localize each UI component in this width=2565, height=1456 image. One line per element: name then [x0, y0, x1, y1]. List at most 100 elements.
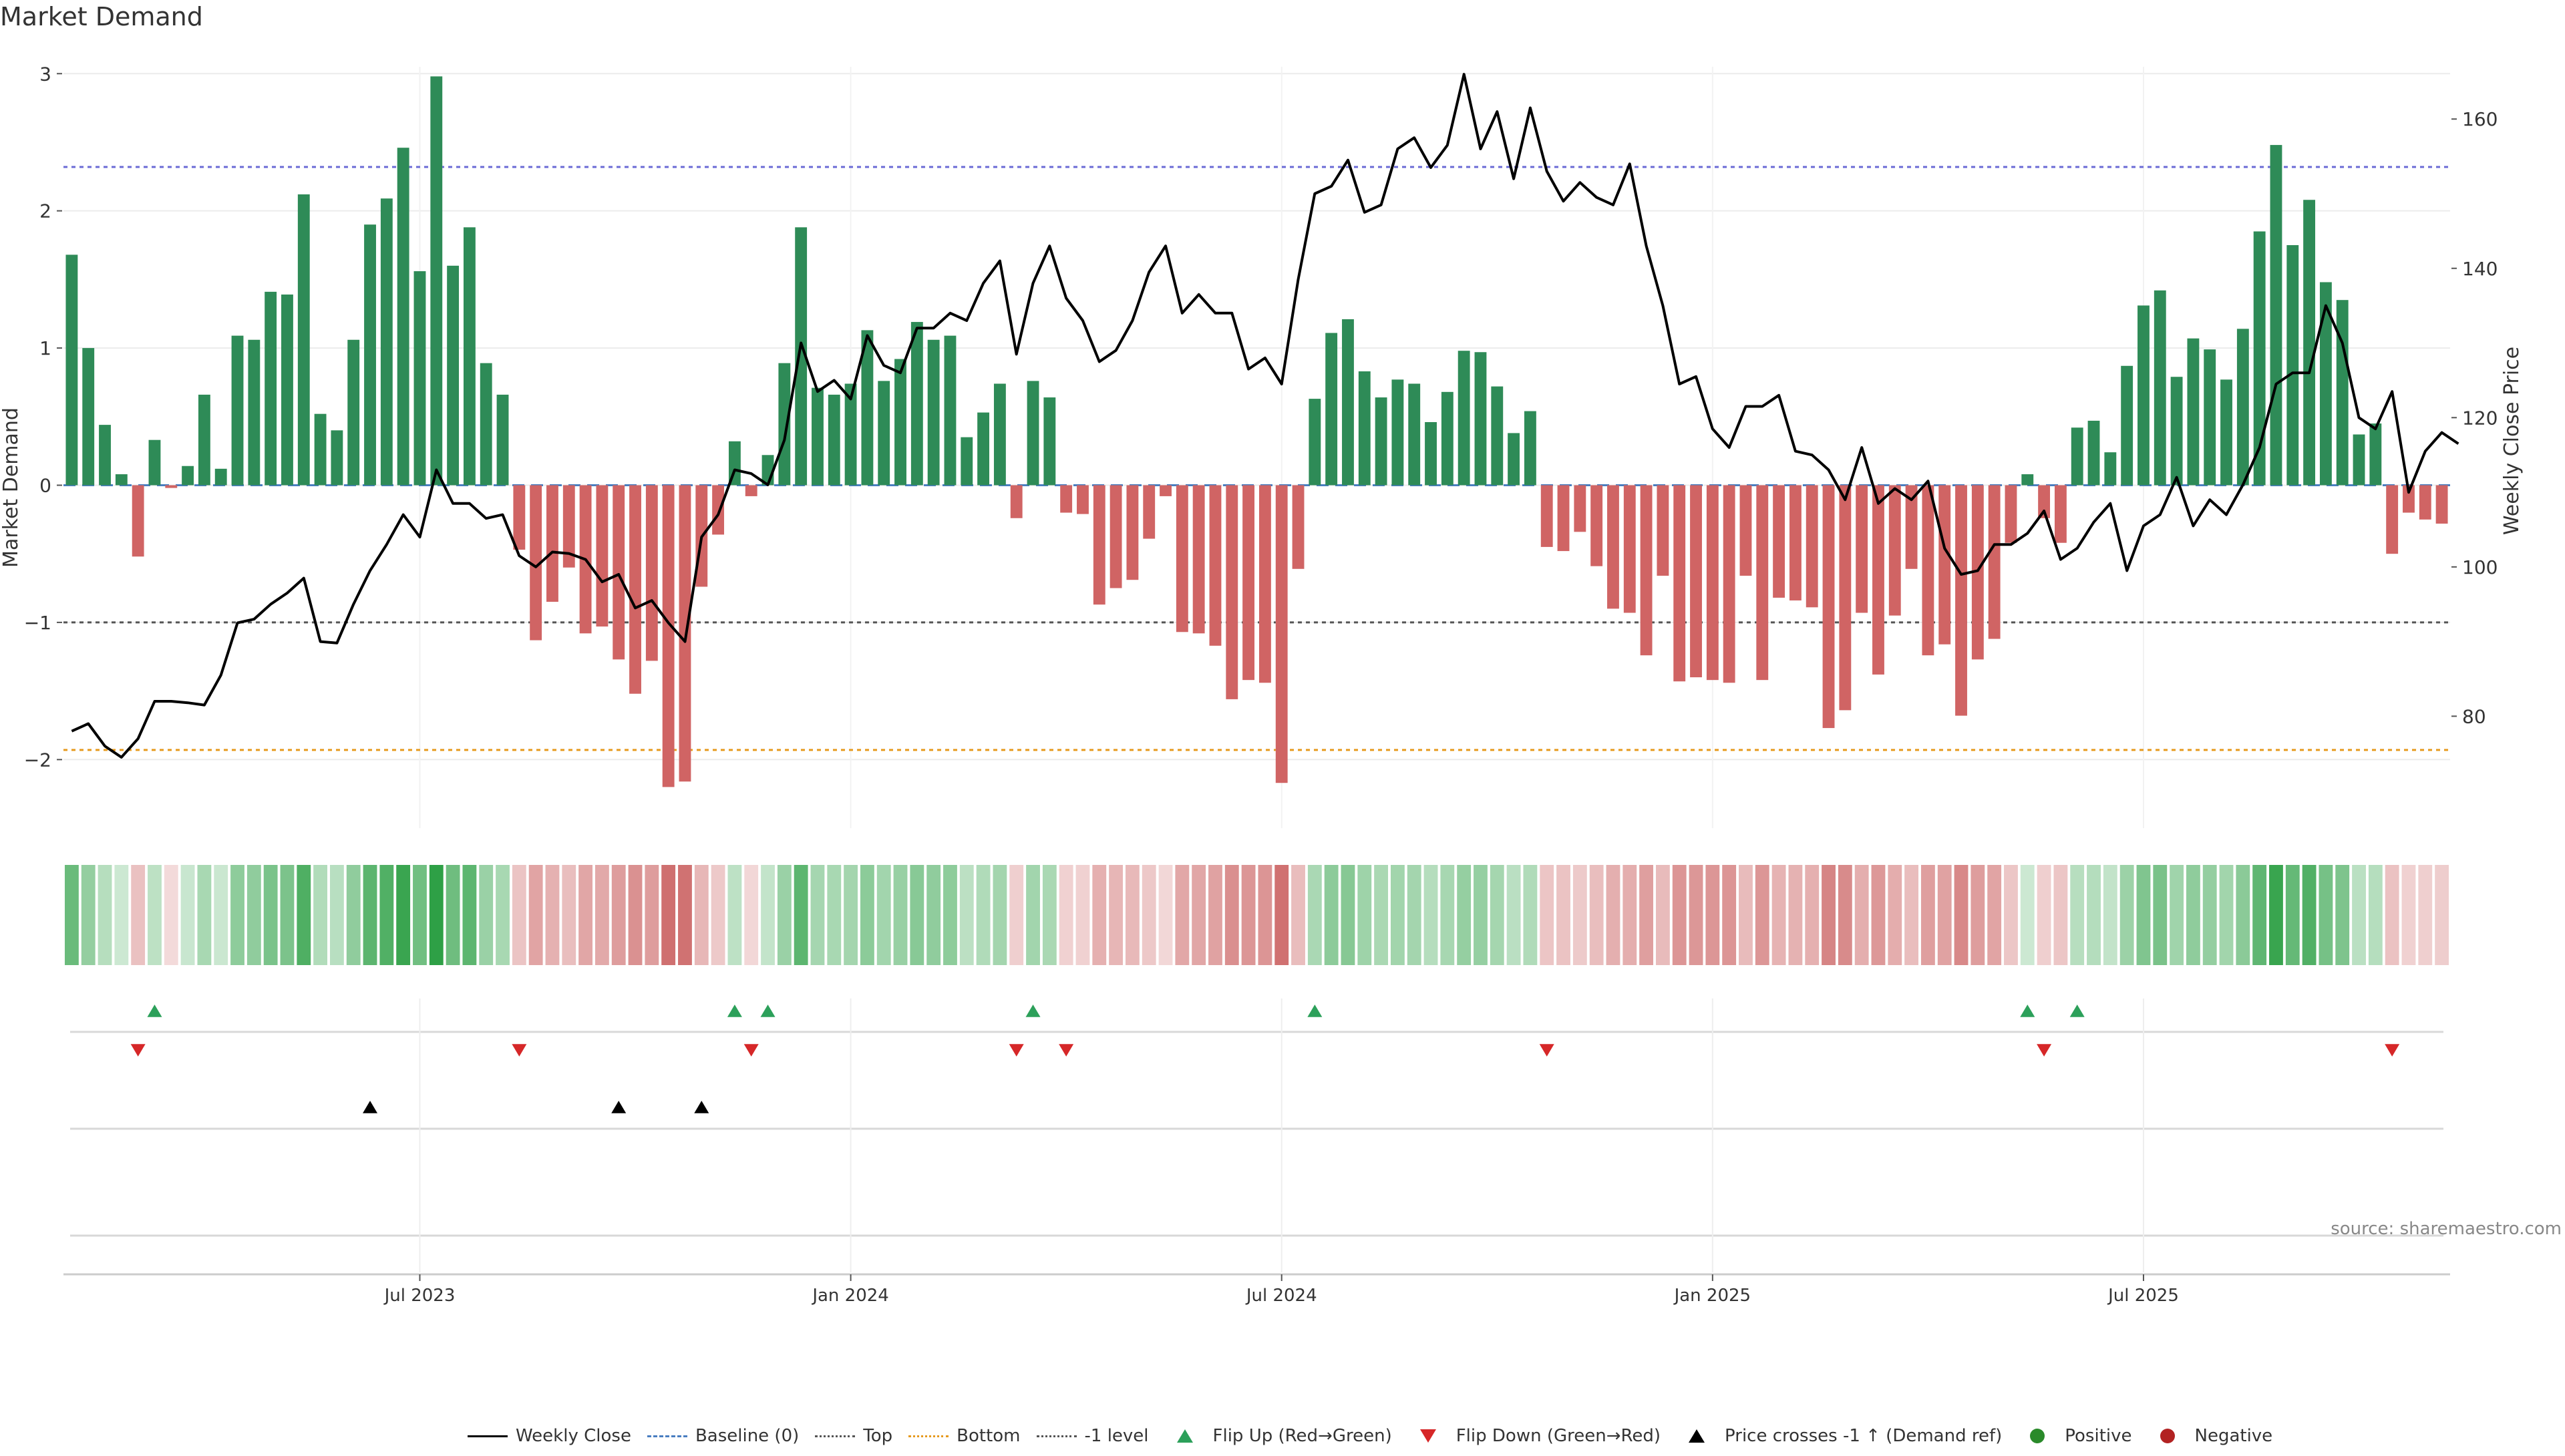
heat-cell [794, 865, 808, 965]
demand-bar [712, 485, 725, 535]
source-note: source: sharemaestro.com [2331, 1219, 2562, 1239]
heat-cell [246, 865, 261, 965]
demand-bar [2220, 379, 2232, 486]
flip-down-marker [2385, 1044, 2400, 1057]
demand-bar [2435, 485, 2448, 524]
heat-cell [1705, 865, 1720, 965]
heat-cell [446, 865, 460, 965]
heat-cell [214, 865, 228, 965]
heat-cell [694, 865, 709, 965]
demand-bar [944, 335, 957, 486]
demand-bar [1027, 381, 1039, 486]
demand-bar [844, 383, 857, 486]
heat-cell [280, 865, 295, 965]
demand-bar [1607, 485, 1619, 609]
demand-bar [2419, 485, 2431, 520]
demand-bar [2270, 145, 2282, 486]
dot-icon [2160, 1429, 2175, 1443]
y-axis: −2 −1 0 1 2 3 [24, 63, 62, 771]
legend: Weekly Close Baseline (0) Top Bottom -1 … [468, 1416, 2272, 1456]
weekly-close-polyline [71, 73, 2459, 759]
heat-cell [1540, 865, 1554, 965]
flip-up-marker [1307, 1005, 1323, 1017]
heat-cell [1888, 865, 1902, 965]
heat-cell [1572, 865, 1587, 965]
flip-up-marker [2069, 1005, 2085, 1017]
legend-label: Weekly Close [516, 1426, 631, 1446]
heat-cell [230, 865, 244, 965]
demand-bar [828, 394, 840, 486]
heat-cell [1622, 865, 1637, 965]
heat-cell [1655, 865, 1670, 965]
demand-bar [1773, 485, 1785, 598]
heat-cell [1589, 865, 1604, 965]
heat-cell [2252, 865, 2267, 965]
y2-tick-label: 80 [2462, 705, 2486, 727]
demand-bar [613, 485, 625, 660]
price-cross-marker [694, 1101, 709, 1113]
heat-cell [462, 865, 477, 965]
heat-cell [578, 865, 593, 965]
heat-cell [1324, 865, 1339, 965]
legend-minus-one: -1 level [1036, 1426, 1149, 1446]
heat-cell [1208, 865, 1222, 965]
legend-weekly-close: Weekly Close [468, 1426, 631, 1446]
demand-bar [1325, 333, 1338, 486]
heat-cell [1075, 865, 1090, 965]
heat-cell [1175, 865, 1190, 965]
demand-bar [1706, 485, 1719, 681]
demand-bar [1093, 485, 1105, 605]
heat-cell [645, 865, 659, 965]
heat-cell [1474, 865, 1488, 965]
heat-cell [1722, 865, 1737, 965]
heat-cell [744, 865, 759, 965]
heat-cell [943, 865, 957, 965]
heat-cell [1009, 865, 1024, 965]
heat-cell [1390, 865, 1405, 965]
demand-bar [2336, 300, 2349, 486]
y-tick-label: 1 [39, 337, 51, 359]
line-swatch-icon [468, 1428, 508, 1444]
demand-bar [115, 474, 128, 486]
legend-label: Price crosses -1 ↑ (Demand ref) [1725, 1426, 2003, 1446]
heat-cell [2186, 865, 2200, 965]
y-tick-label: −1 [24, 612, 51, 634]
heat-cell [2236, 865, 2250, 965]
demand-bar [1458, 351, 1470, 486]
legend-positive: Positive [2018, 1426, 2132, 1446]
demand-bar [2236, 329, 2249, 486]
demand-bar [977, 412, 990, 486]
heat-cell [1739, 865, 1753, 965]
heat-cell [81, 865, 96, 965]
demand-bar [165, 485, 178, 488]
dot-icon [2030, 1429, 2045, 1443]
heat-cell [1092, 865, 1107, 965]
legend-negative: Negative [2148, 1426, 2272, 1446]
heat-cell [2385, 865, 2399, 965]
demand-bar [1872, 485, 1884, 675]
heat-cell [2136, 865, 2151, 965]
heat-cell [910, 865, 924, 965]
heat-cell [777, 865, 792, 965]
demand-bar [1789, 485, 1802, 601]
demand-bar [1441, 391, 1454, 486]
demand-bar [645, 485, 658, 661]
heat-cell [2202, 865, 2217, 965]
heat-cell [1805, 865, 1820, 965]
heat-cell [346, 865, 361, 965]
demand-bar [513, 485, 526, 550]
demand-bar [1922, 485, 1934, 656]
heat-cell [893, 865, 908, 965]
dotted-line-swatch-icon [908, 1428, 949, 1444]
demand-bar [795, 227, 808, 486]
heat-cell [2285, 865, 2300, 965]
legend-flip-up: Flip Up (Red→Green) [1165, 1426, 1392, 1446]
heat-cell [1788, 865, 1803, 965]
demand-bar [1258, 485, 1271, 683]
heat-cell [1606, 865, 1620, 965]
heat-cell [926, 865, 941, 965]
heat-cell [1937, 865, 1952, 965]
legend-label: Flip Up (Red→Green) [1212, 1426, 1392, 1446]
demand-bar [1109, 485, 1122, 588]
demand-bar [297, 194, 310, 486]
